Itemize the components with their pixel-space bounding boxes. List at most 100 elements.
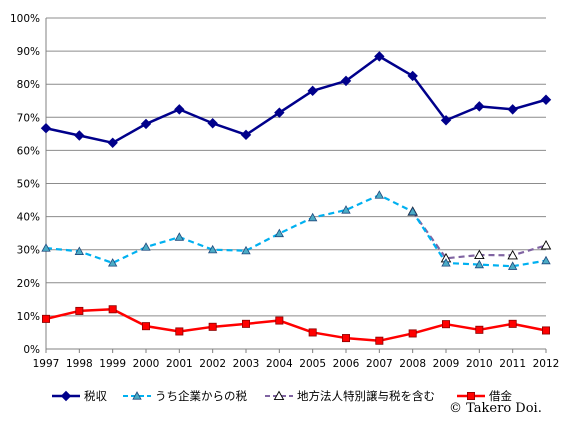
data-point bbox=[175, 327, 184, 336]
legend-item: 借金 bbox=[457, 389, 512, 403]
data-point bbox=[40, 123, 52, 134]
data-point bbox=[507, 104, 518, 115]
data-point bbox=[141, 242, 151, 251]
data-point bbox=[207, 118, 218, 129]
x-tick-label: 2005 bbox=[299, 358, 326, 370]
data-point bbox=[340, 75, 352, 87]
legend-swatch-marker bbox=[466, 391, 475, 400]
series-2 bbox=[407, 206, 552, 263]
x-tick-label: 1998 bbox=[66, 358, 93, 370]
legend-label: 借金 bbox=[489, 389, 512, 403]
data-point bbox=[42, 314, 51, 323]
x-tick-label: 2011 bbox=[499, 358, 526, 370]
credit-text: © Takero Doi. bbox=[449, 401, 542, 416]
data-point bbox=[208, 322, 217, 331]
data-point bbox=[241, 245, 251, 255]
legend-label: うち企業からの税 bbox=[155, 389, 247, 403]
data-point bbox=[475, 325, 484, 334]
y-tick-label: 100% bbox=[10, 13, 40, 25]
data-point bbox=[474, 249, 485, 260]
x-tick-label: 2009 bbox=[433, 358, 460, 370]
data-point bbox=[407, 70, 418, 82]
data-point bbox=[174, 104, 185, 115]
x-tick-label: 1997 bbox=[33, 358, 60, 370]
x-tick-label: 2012 bbox=[533, 358, 560, 370]
x-axis-tick-labels: 1997 1998 1999 2000 2001 2002 2003 2004 2005 2006… bbox=[33, 358, 560, 370]
data-point bbox=[474, 101, 485, 112]
series-3 bbox=[42, 305, 551, 345]
legend-item: 地方法人特別譲与税を含む bbox=[265, 389, 435, 403]
data-point bbox=[507, 261, 518, 270]
data-point bbox=[508, 319, 517, 328]
axes bbox=[45, 18, 547, 353]
data-point bbox=[240, 129, 252, 141]
data-point bbox=[307, 85, 318, 97]
x-tick-label: 2008 bbox=[399, 358, 426, 370]
data-point bbox=[107, 137, 118, 148]
series-1 bbox=[41, 190, 551, 270]
y-tick-label: 0% bbox=[23, 344, 40, 356]
data-point bbox=[541, 255, 551, 265]
y-tick-label: 60% bbox=[17, 145, 40, 157]
data-point bbox=[441, 258, 451, 267]
y-axis-tick-labels: 0% 10% 20% 30% 40% 50% 60% 70% 80% 90% 100% bbox=[10, 13, 40, 356]
data-point bbox=[307, 212, 318, 222]
data-point bbox=[74, 246, 85, 255]
y-tick-label: 80% bbox=[17, 79, 40, 91]
x-tick-label: 2006 bbox=[333, 358, 360, 370]
legend-item: うち企業からの税 bbox=[123, 389, 247, 403]
data-point bbox=[441, 320, 450, 329]
series-line bbox=[45, 308, 547, 342]
data-point bbox=[407, 206, 418, 216]
x-tick-label: 2003 bbox=[233, 358, 260, 370]
data-point bbox=[275, 316, 284, 325]
legend-swatch-marker bbox=[273, 390, 285, 401]
data-point bbox=[274, 228, 285, 238]
series-line bbox=[45, 55, 547, 145]
y-tick-label: 40% bbox=[17, 212, 40, 224]
y-tick-label: 20% bbox=[17, 278, 40, 290]
series-0 bbox=[40, 51, 552, 148]
y-tick-label: 50% bbox=[17, 179, 40, 191]
x-tick-label: 2000 bbox=[133, 358, 160, 370]
x-tick-label: 1999 bbox=[99, 358, 126, 370]
data-point bbox=[474, 259, 485, 269]
x-tick-label: 2007 bbox=[366, 358, 393, 370]
data-point bbox=[374, 51, 385, 62]
data-point bbox=[108, 305, 117, 314]
data-point bbox=[75, 306, 84, 315]
legend-swatch-marker bbox=[132, 391, 142, 400]
legend: 税収 うち企業からの税 地方法人特別譲与税を含む 借金 bbox=[52, 389, 512, 403]
data-point bbox=[540, 239, 552, 250]
data-point bbox=[542, 326, 551, 335]
data-point bbox=[308, 328, 317, 337]
data-point bbox=[507, 249, 518, 260]
x-tick-label: 2001 bbox=[166, 358, 193, 370]
data-point bbox=[141, 322, 150, 331]
data-point bbox=[440, 115, 452, 126]
data-point bbox=[375, 336, 384, 345]
y-tick-label: 10% bbox=[17, 311, 40, 323]
data-point bbox=[274, 107, 285, 118]
legend-label: 税収 bbox=[84, 389, 107, 403]
x-tick-label: 2002 bbox=[199, 358, 226, 370]
data-point bbox=[140, 118, 152, 130]
data-point bbox=[408, 329, 417, 338]
data-point bbox=[341, 334, 350, 343]
y-tick-label: 70% bbox=[17, 112, 40, 124]
series-layer bbox=[40, 51, 552, 345]
data-point bbox=[241, 319, 250, 328]
x-tick-label: 2010 bbox=[466, 358, 493, 370]
x-tick-label: 2004 bbox=[266, 358, 293, 370]
legend-label: 地方法人特別譲与税を含む bbox=[297, 389, 435, 403]
y-tick-label: 30% bbox=[17, 245, 40, 257]
data-point bbox=[341, 205, 351, 214]
data-point bbox=[174, 232, 185, 241]
legend-swatch-marker bbox=[60, 390, 72, 402]
gridlines bbox=[46, 17, 546, 317]
data-point bbox=[41, 243, 51, 252]
data-point bbox=[374, 190, 385, 199]
data-point bbox=[207, 244, 218, 254]
y-tick-label: 90% bbox=[17, 46, 40, 58]
